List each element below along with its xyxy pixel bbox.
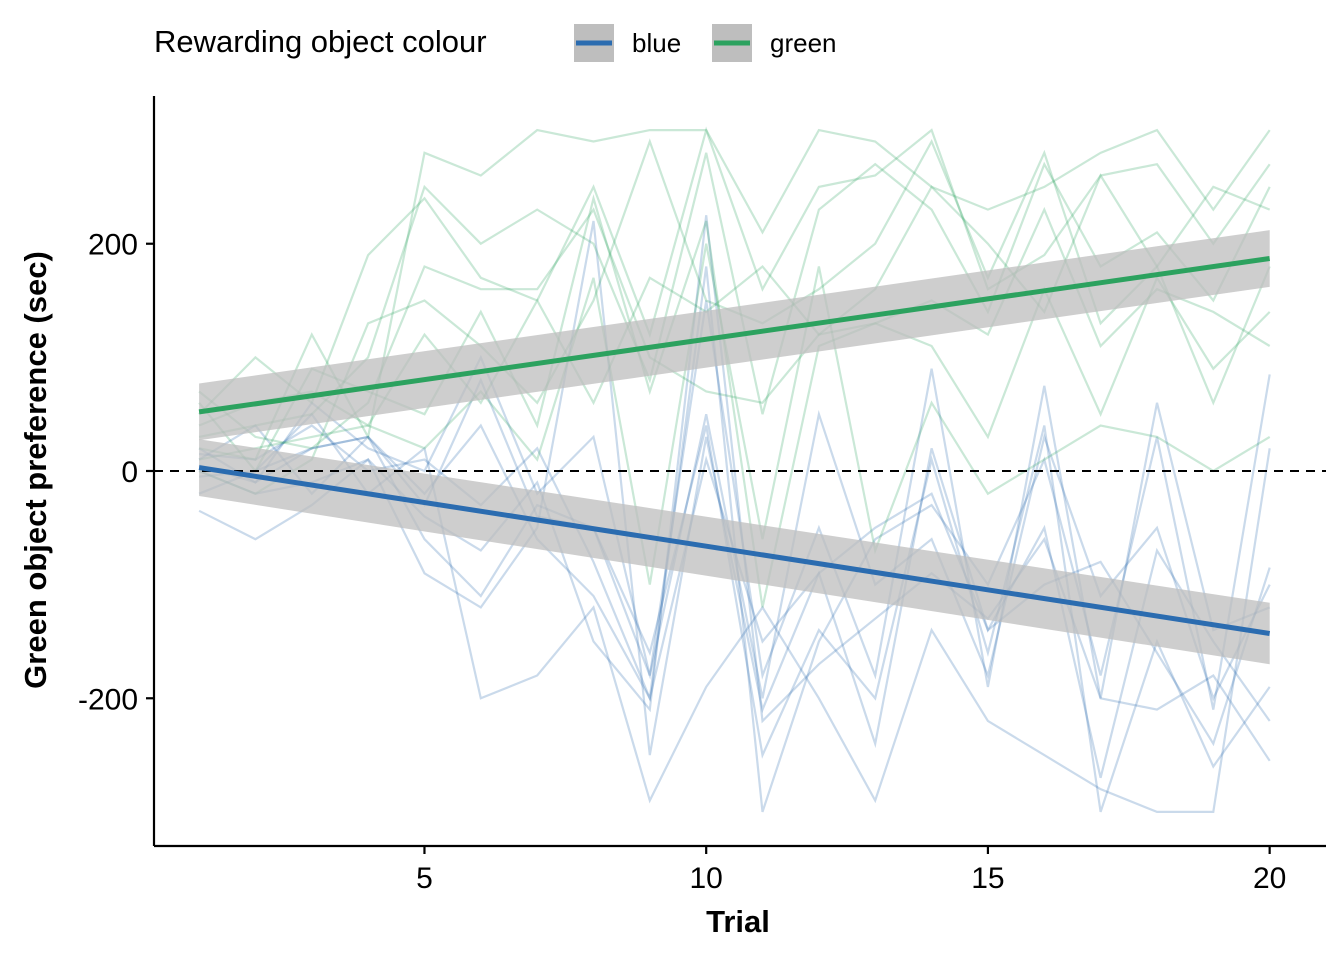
y-tick-label: 0 xyxy=(121,456,138,489)
legend-item-blue: blue xyxy=(574,24,681,62)
blue-subject-line-7 xyxy=(198,377,1271,813)
blue-fit-line xyxy=(198,465,1271,636)
green-subject-line-2 xyxy=(198,126,1271,415)
fit-lines xyxy=(198,256,1271,636)
x-tick-label: 10 xyxy=(690,862,723,895)
y-axis-ticks: -200 0 200 xyxy=(78,229,154,716)
x-tick-label: 20 xyxy=(1253,862,1286,895)
legend: Rewarding object colour blue green xyxy=(154,24,837,62)
legend-label: blue xyxy=(632,28,681,58)
blue-subject-line-3 xyxy=(198,300,1271,699)
green-subject-line-6 xyxy=(198,243,1271,585)
legend-label: green xyxy=(770,28,837,58)
y-tick-label: 200 xyxy=(88,229,138,262)
legend-item-green: green xyxy=(712,24,837,62)
axes: 5 10 15 20 -200 0 200 xyxy=(78,96,1326,895)
green-subject-line-3 xyxy=(198,152,1271,438)
x-axis-title: Trial xyxy=(706,904,770,939)
confidence-bands xyxy=(199,230,1270,665)
x-tick-label: 5 xyxy=(416,862,433,895)
x-tick-label: 15 xyxy=(971,862,1004,895)
y-tick-label: -200 xyxy=(78,683,138,716)
green-fit-line xyxy=(198,256,1271,415)
x-axis-ticks: 5 10 15 20 xyxy=(416,846,1286,895)
legend-title: Rewarding object colour xyxy=(154,24,487,59)
legend-entries: blue green xyxy=(574,24,837,62)
y-axis-title: Green object preference (sec) xyxy=(18,251,53,689)
